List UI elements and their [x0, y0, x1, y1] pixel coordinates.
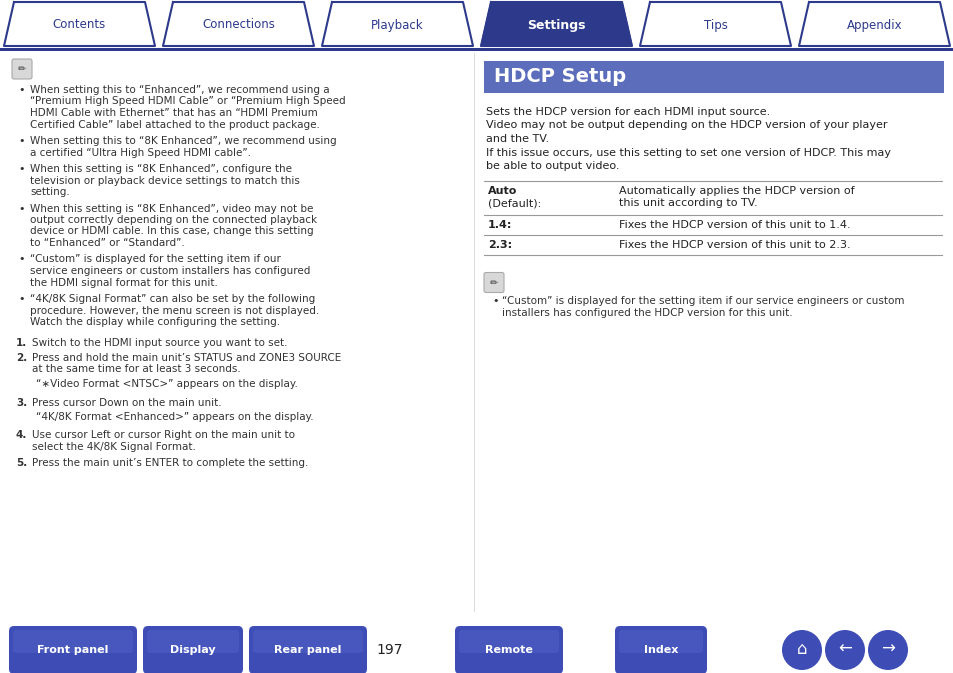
Wedge shape: [867, 630, 907, 670]
Circle shape: [781, 630, 821, 670]
FancyBboxPatch shape: [12, 59, 32, 79]
FancyBboxPatch shape: [147, 630, 239, 653]
Text: Rear panel: Rear panel: [274, 645, 341, 655]
Text: a certified “Ultra High Speed HDMI cable”.: a certified “Ultra High Speed HDMI cable…: [30, 147, 251, 157]
Text: Appendix: Appendix: [846, 18, 902, 32]
FancyBboxPatch shape: [458, 630, 558, 653]
Text: Remote: Remote: [484, 645, 533, 655]
Text: and the TV.: and the TV.: [485, 134, 549, 144]
Text: 1.: 1.: [16, 337, 28, 347]
Bar: [0, 48, 953, 51]
Text: “4K/8K Signal Format” can also be set by the following: “4K/8K Signal Format” can also be set by…: [30, 294, 314, 304]
Text: Switch to the HDMI input source you want to set.: Switch to the HDMI input source you want…: [32, 337, 287, 347]
Text: select the 4K/8K Signal Format.: select the 4K/8K Signal Format.: [32, 442, 195, 452]
Text: “Premium High Speed HDMI Cable” or “Premium High Speed: “Premium High Speed HDMI Cable” or “Prem…: [30, 96, 345, 106]
Text: Press the main unit’s ENTER to complete the setting.: Press the main unit’s ENTER to complete …: [32, 458, 308, 468]
Text: HDMI Cable with Ethernet” that has an “HDMI Premium: HDMI Cable with Ethernet” that has an “H…: [30, 108, 317, 118]
Polygon shape: [322, 2, 473, 46]
FancyBboxPatch shape: [615, 626, 706, 673]
Text: ⌂: ⌂: [796, 640, 806, 658]
Text: Display: Display: [170, 645, 215, 655]
Text: Playback: Playback: [371, 18, 423, 32]
Text: •: •: [18, 85, 25, 95]
Text: “4K/8K Format <Enhanced>” appears on the display.: “4K/8K Format <Enhanced>” appears on the…: [36, 412, 314, 422]
Text: “Custom” is displayed for the setting item if our: “Custom” is displayed for the setting it…: [30, 254, 280, 264]
Text: Tips: Tips: [702, 18, 727, 32]
Text: Fixes the HDCP version of this unit to 2.3.: Fixes the HDCP version of this unit to 2…: [618, 240, 850, 250]
FancyBboxPatch shape: [618, 630, 702, 653]
Text: (Default):: (Default):: [488, 199, 540, 209]
Text: •: •: [18, 254, 25, 264]
Text: Fixes the HDCP version of this unit to 1.4.: Fixes the HDCP version of this unit to 1…: [618, 219, 850, 229]
Text: procedure. However, the menu screen is not displayed.: procedure. However, the menu screen is n…: [30, 306, 319, 316]
FancyBboxPatch shape: [483, 273, 503, 293]
Circle shape: [867, 630, 907, 670]
Text: Connections: Connections: [202, 18, 274, 32]
Text: Sets the HDCP version for each HDMI input source.: Sets the HDCP version for each HDMI inpu…: [485, 107, 769, 117]
Text: at the same time for at least 3 seconds.: at the same time for at least 3 seconds.: [32, 365, 240, 374]
Text: Video may not be output depending on the HDCP version of your player: Video may not be output depending on the…: [485, 120, 886, 131]
Circle shape: [824, 630, 864, 670]
Text: 197: 197: [376, 643, 403, 657]
Text: to “Enhanced” or “Standard”.: to “Enhanced” or “Standard”.: [30, 238, 185, 248]
Text: 2.: 2.: [16, 353, 28, 363]
Text: this unit according to TV.: this unit according to TV.: [618, 199, 757, 209]
FancyBboxPatch shape: [143, 626, 243, 673]
Text: “∗Video Format <NTSC>” appears on the display.: “∗Video Format <NTSC>” appears on the di…: [36, 379, 297, 389]
Text: device or HDMI cable. In this case, change this setting: device or HDMI cable. In this case, chan…: [30, 227, 314, 236]
Wedge shape: [781, 630, 821, 670]
Polygon shape: [639, 2, 790, 46]
Text: •: •: [18, 136, 25, 146]
Text: •: •: [18, 203, 25, 213]
Polygon shape: [480, 2, 631, 46]
Text: the HDMI signal format for this unit.: the HDMI signal format for this unit.: [30, 277, 217, 287]
Text: Settings: Settings: [527, 18, 585, 32]
Text: Contents: Contents: [52, 18, 106, 32]
Text: Index: Index: [643, 645, 678, 655]
Text: Automatically applies the HDCP version of: Automatically applies the HDCP version o…: [618, 186, 854, 195]
Text: When this setting is “8K Enhanced”, configure the: When this setting is “8K Enhanced”, conf…: [30, 164, 292, 174]
Text: If this issue occurs, use this setting to set one version of HDCP. This may: If this issue occurs, use this setting t…: [485, 147, 890, 157]
Text: Use cursor Left or cursor Right on the main unit to: Use cursor Left or cursor Right on the m…: [32, 431, 294, 441]
Text: output correctly depending on the connected playback: output correctly depending on the connec…: [30, 215, 316, 225]
FancyBboxPatch shape: [9, 626, 137, 673]
Text: When setting this to “8K Enhanced”, we recommend using: When setting this to “8K Enhanced”, we r…: [30, 136, 336, 146]
Text: setting.: setting.: [30, 187, 70, 197]
Text: ←: ←: [837, 640, 851, 658]
FancyBboxPatch shape: [455, 626, 562, 673]
Wedge shape: [824, 630, 864, 670]
Text: 2.3:: 2.3:: [488, 240, 512, 250]
Bar: [483, 61, 943, 93]
Text: •: •: [492, 295, 498, 306]
Polygon shape: [4, 2, 154, 46]
FancyBboxPatch shape: [249, 626, 367, 673]
Text: ✏: ✏: [490, 277, 497, 287]
Text: Auto: Auto: [488, 186, 517, 195]
Text: service engineers or custom installers has configured: service engineers or custom installers h…: [30, 266, 310, 276]
Text: Press and hold the main unit’s STATUS and ZONE3 SOURCE: Press and hold the main unit’s STATUS an…: [32, 353, 341, 363]
Text: When this setting is “8K Enhanced”, video may not be: When this setting is “8K Enhanced”, vide…: [30, 203, 313, 213]
FancyBboxPatch shape: [253, 630, 363, 653]
FancyBboxPatch shape: [13, 630, 132, 653]
Text: •: •: [18, 164, 25, 174]
Polygon shape: [799, 2, 949, 46]
Text: Certified Cable” label attached to the product package.: Certified Cable” label attached to the p…: [30, 120, 319, 129]
Text: →: →: [881, 640, 894, 658]
Polygon shape: [163, 2, 314, 46]
Text: television or playback device settings to match this: television or playback device settings t…: [30, 176, 299, 186]
Text: be able to output video.: be able to output video.: [485, 161, 618, 171]
Text: “Custom” is displayed for the setting item if our service engineers or custom: “Custom” is displayed for the setting it…: [501, 295, 903, 306]
Text: 1.4:: 1.4:: [488, 219, 512, 229]
Text: When setting this to “Enhanced”, we recommend using a: When setting this to “Enhanced”, we reco…: [30, 85, 330, 95]
Text: Front panel: Front panel: [37, 645, 109, 655]
Text: HDCP Setup: HDCP Setup: [494, 67, 625, 87]
Text: Press cursor Down on the main unit.: Press cursor Down on the main unit.: [32, 398, 221, 407]
Text: 3.: 3.: [16, 398, 28, 407]
Text: 5.: 5.: [16, 458, 28, 468]
Text: 4.: 4.: [16, 431, 28, 441]
Text: ✏: ✏: [18, 64, 26, 74]
Text: •: •: [18, 294, 25, 304]
Text: Watch the display while configuring the setting.: Watch the display while configuring the …: [30, 317, 280, 327]
Text: installers has configured the HDCP version for this unit.: installers has configured the HDCP versi…: [501, 308, 792, 318]
